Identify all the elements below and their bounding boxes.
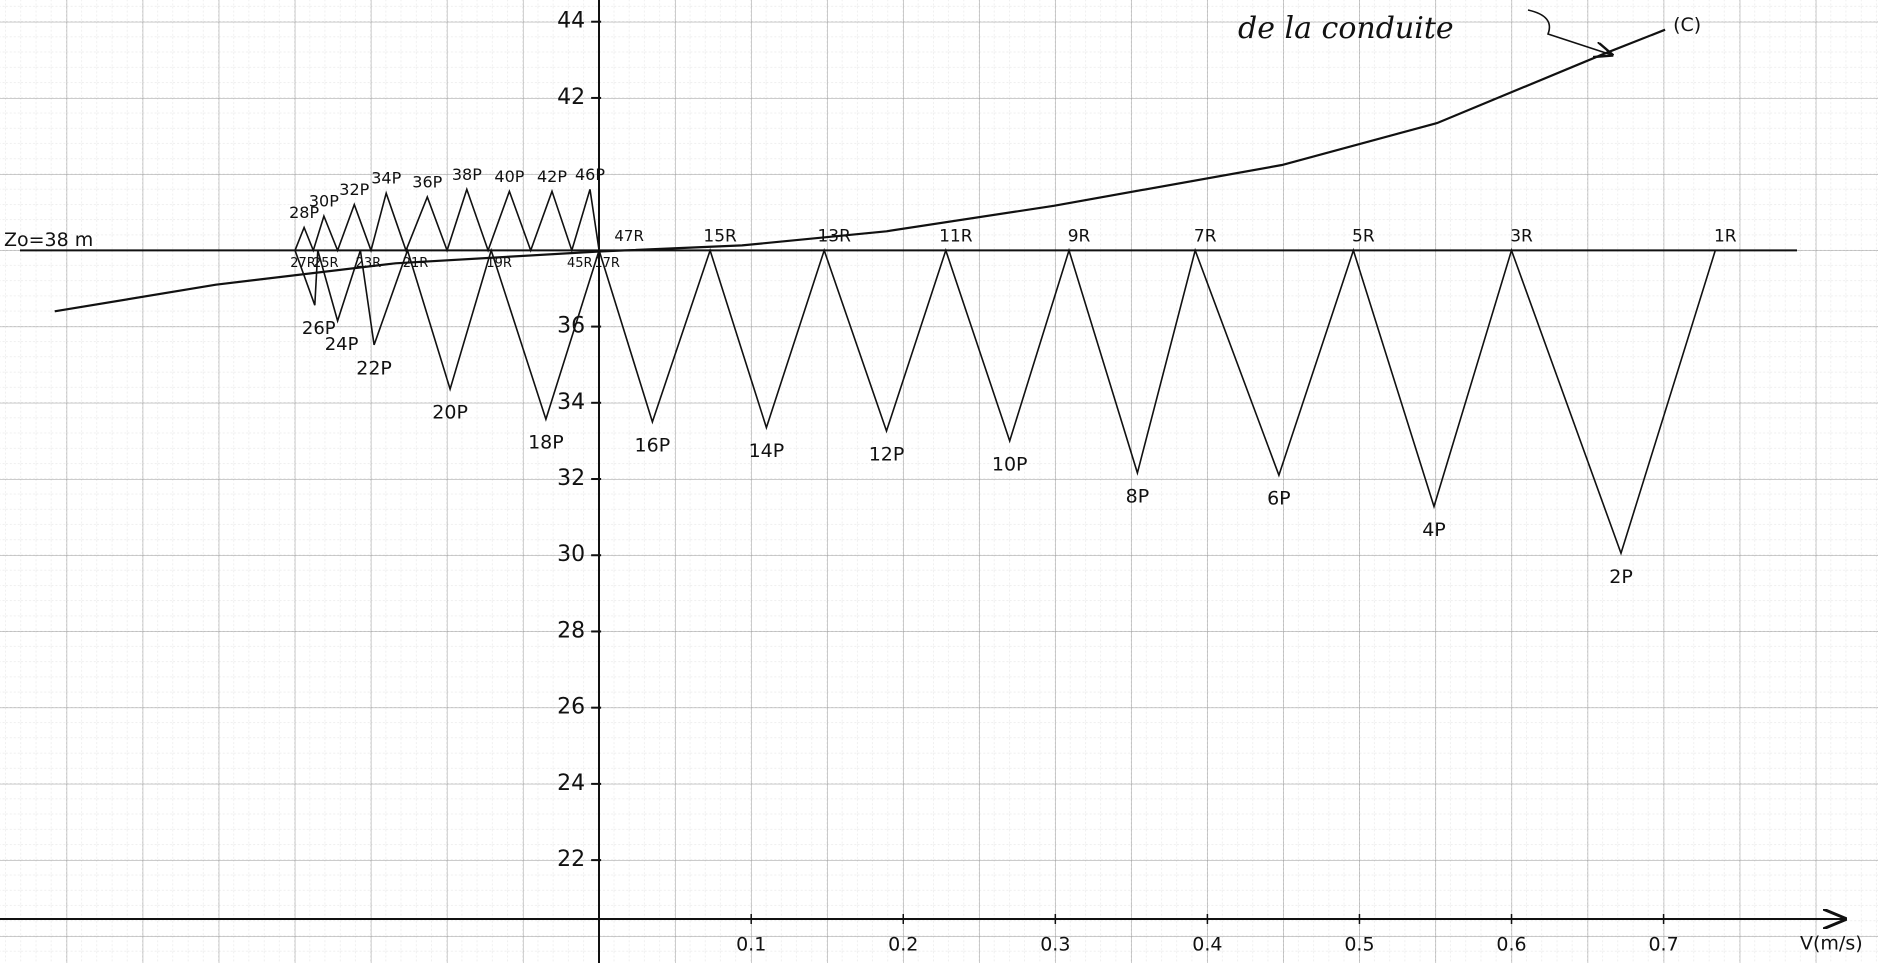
point-label: 16P [635, 434, 671, 456]
point-label: 12P [869, 444, 905, 466]
point-label: 5R [1352, 226, 1375, 246]
y-tick-label: 28 [557, 618, 585, 643]
point-label: 42P [537, 167, 567, 186]
x-axis-label: V(m/s) [1800, 933, 1863, 955]
y-tick-label: 24 [557, 771, 585, 796]
point-label: 27R [290, 256, 316, 271]
y-tick-label: 30 [557, 542, 585, 567]
point-label: 22P [356, 357, 392, 379]
point-label: 2P [1609, 566, 1633, 588]
x-tick-label: 0.5 [1344, 934, 1374, 956]
point-label: 40P [494, 167, 524, 186]
x-tick-label: 0.2 [888, 934, 918, 956]
point-label: 23R [356, 256, 382, 271]
curve-label: (C) [1673, 14, 1701, 36]
point-label: 20P [432, 402, 468, 424]
point-label: 46P [575, 165, 605, 184]
point-label: 9R [1068, 226, 1091, 246]
point-label: 25R [313, 256, 339, 271]
page: {"chart_data": { "type": "line", "x_labe… [0, 0, 1878, 963]
point-label: 34P [371, 169, 401, 188]
x-tick-label: 0.1 [736, 934, 766, 956]
y-tick-label: 26 [557, 695, 585, 720]
point-label: 30P [309, 192, 339, 211]
y-tick-label: 36 [557, 314, 585, 339]
x-tick-label: 0.4 [1192, 934, 1222, 956]
point-label: 15R [703, 226, 737, 246]
reference-label: Zo=38 m [4, 229, 93, 251]
point-label: 36P [412, 173, 442, 192]
chart: V(m/s) de la conduite 22 24 26 28 30 32 34 36 42… [0, 0, 1878, 963]
point-label: 21R [403, 256, 429, 271]
point-label: 3R [1510, 226, 1533, 246]
y-tick-label: 42 [557, 85, 585, 110]
paper [0, 0, 1878, 963]
point-label: 7R [1194, 226, 1217, 246]
point-label: 32P [339, 180, 369, 199]
point-label: 4P [1422, 519, 1446, 541]
x-tick-label: 0.7 [1648, 934, 1678, 956]
point-label: 26P [302, 318, 336, 339]
point-label: 10P [992, 453, 1028, 475]
x-tick-label: 0.6 [1496, 934, 1526, 956]
y-tick-label: 22 [557, 847, 585, 872]
point-label: 18P [528, 432, 564, 454]
y-tick-label: 44 [557, 9, 585, 34]
point-label: 38P [452, 165, 482, 184]
point-label: 6P [1267, 488, 1291, 510]
point-label: 17R [594, 256, 620, 271]
point-label: 19R [486, 256, 512, 271]
y-tick-label: 34 [557, 390, 585, 415]
annotation: de la conduite [1238, 11, 1454, 46]
point-label: 47R [614, 227, 644, 245]
point-label: 14P [749, 440, 785, 462]
y-tick-label: 32 [557, 466, 585, 491]
point-label: 1R [1714, 226, 1737, 246]
x-tick-label: 0.3 [1040, 934, 1070, 956]
point-label: 8P [1126, 485, 1150, 507]
point-label: 13R [817, 226, 851, 246]
point-label: 45R [567, 256, 593, 271]
point-label: 11R [939, 226, 973, 246]
